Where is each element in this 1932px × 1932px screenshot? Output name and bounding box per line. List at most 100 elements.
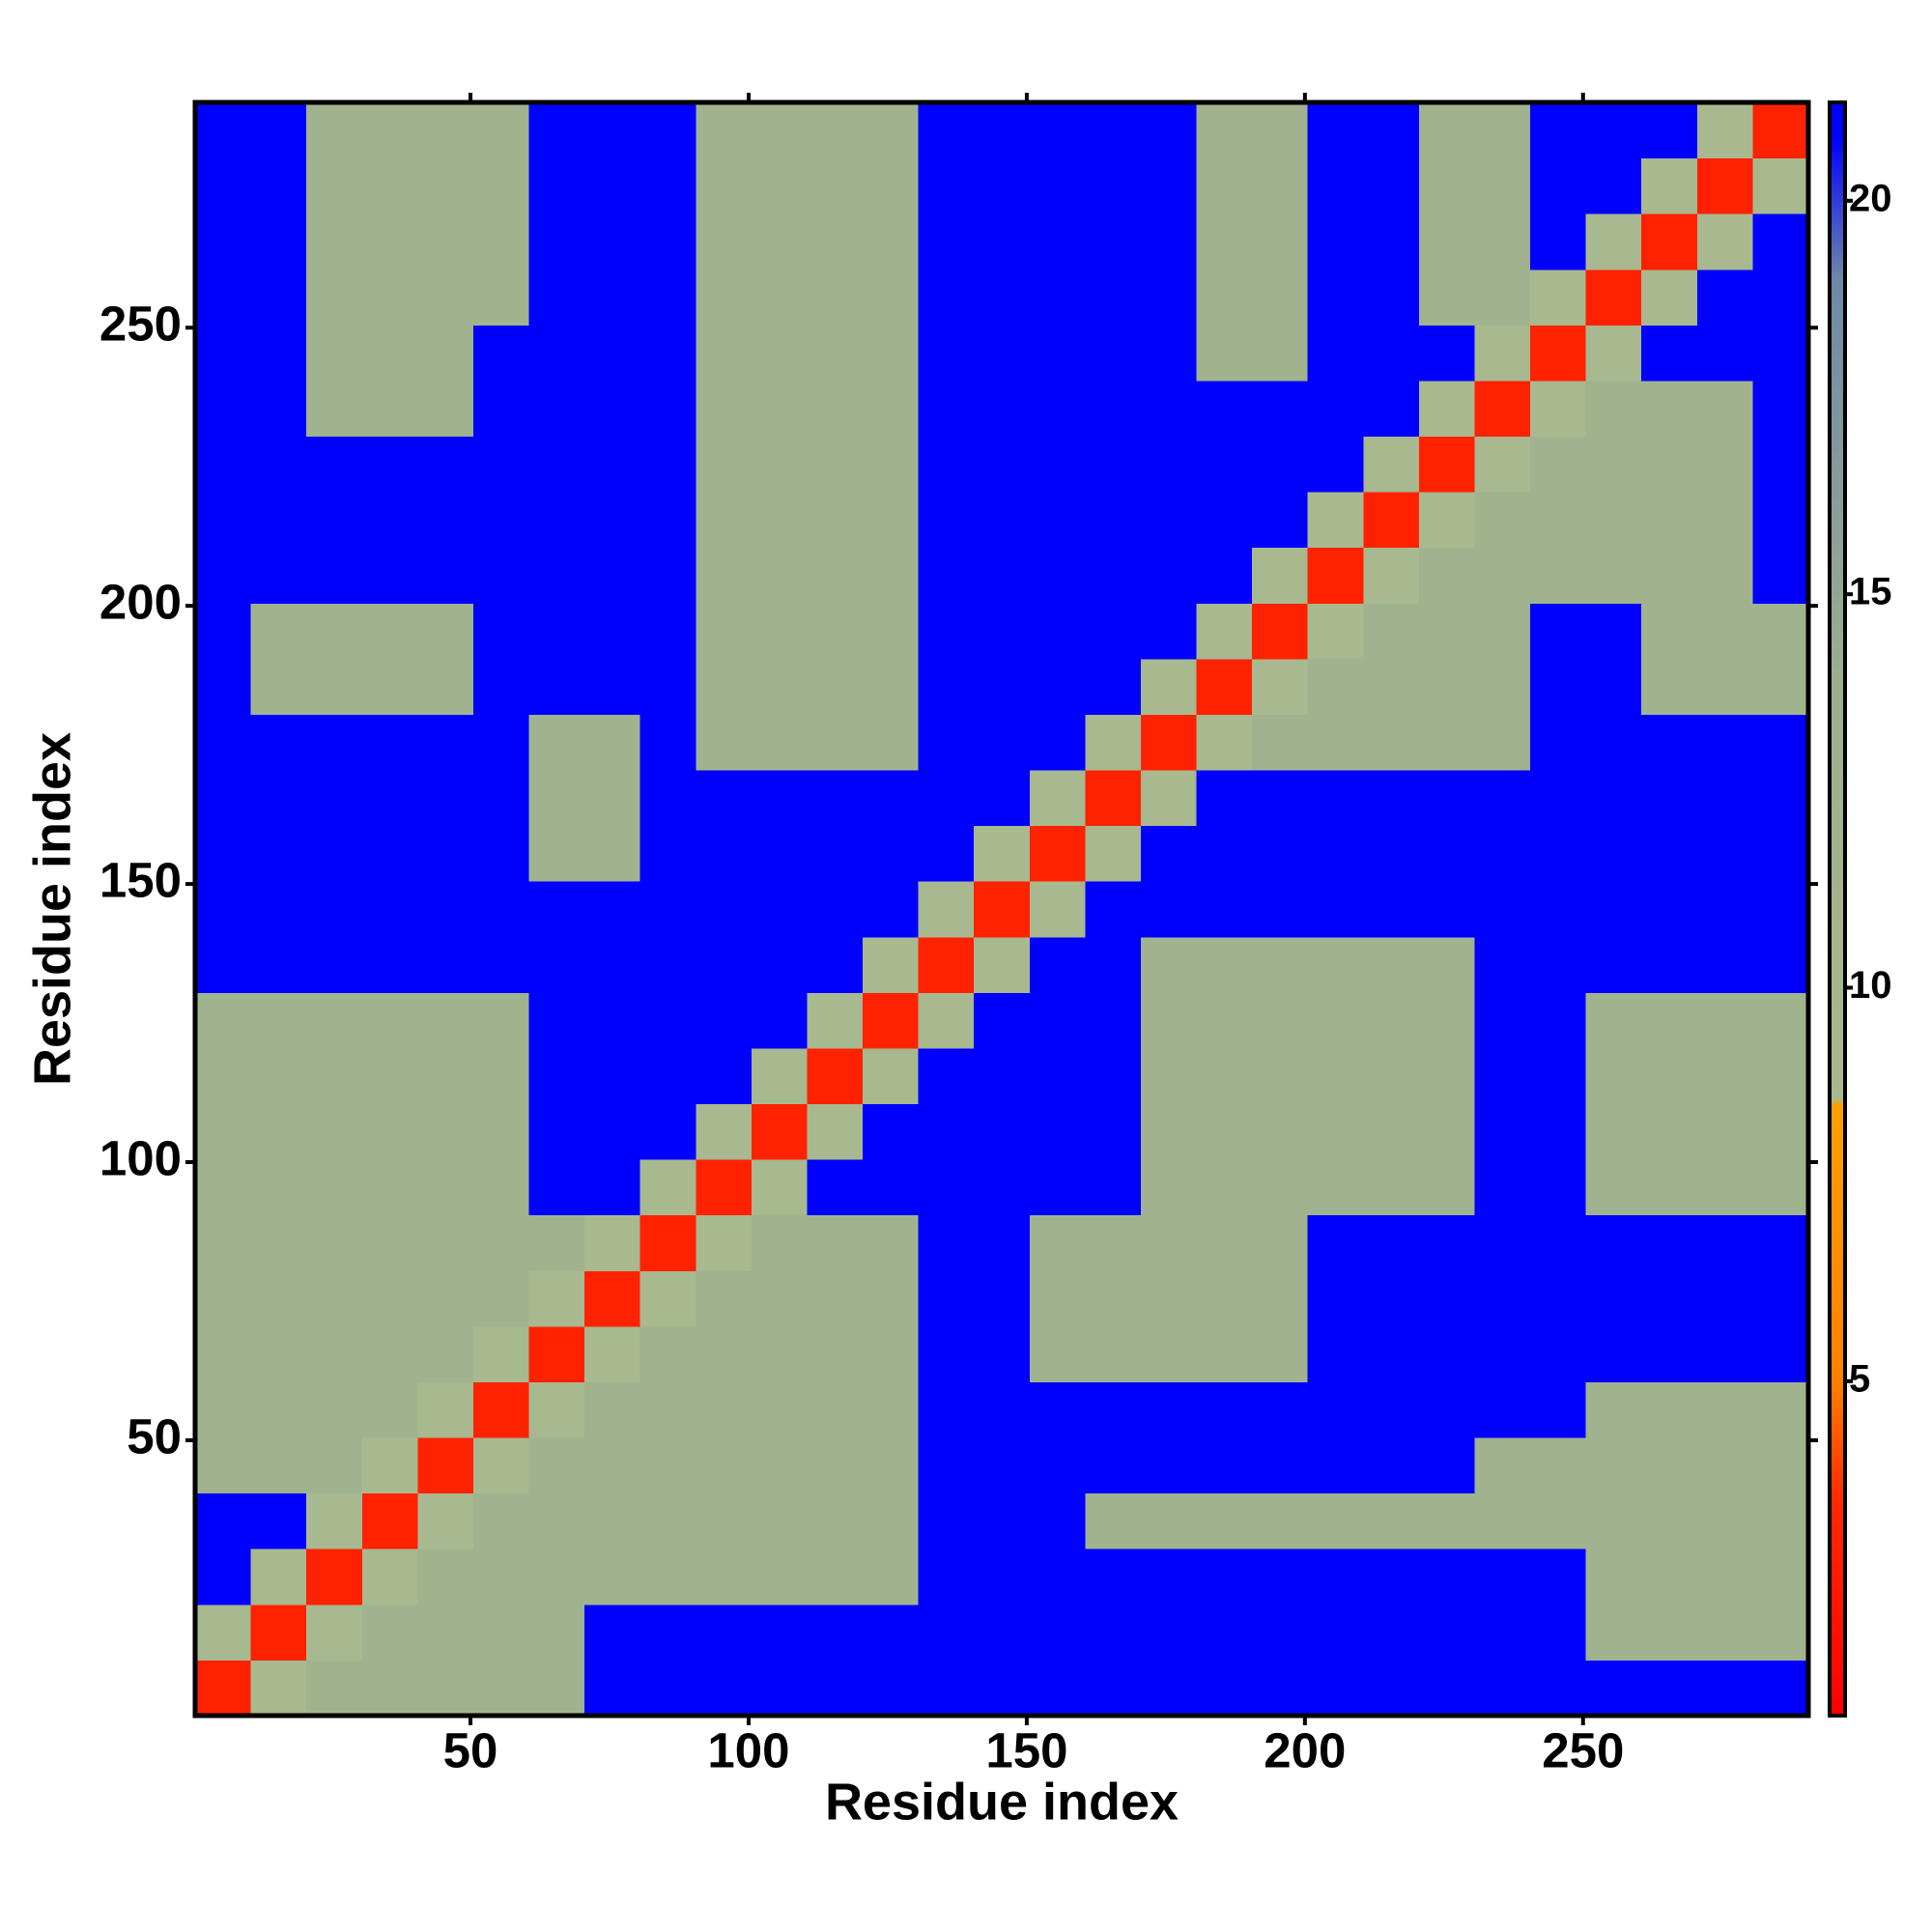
heatmap-cell — [1418, 1325, 1475, 1382]
heatmap-cell — [863, 1492, 920, 1549]
heatmap-cell — [1585, 269, 1642, 326]
heatmap-cell — [807, 157, 864, 214]
heatmap-cell — [584, 157, 641, 214]
heatmap-cell — [863, 269, 920, 326]
heatmap-cell — [1363, 1103, 1420, 1160]
heatmap-cell — [1641, 1437, 1698, 1494]
heatmap-cell — [472, 1159, 530, 1216]
heatmap-cell — [751, 1047, 808, 1105]
heatmap-cell — [306, 992, 363, 1049]
heatmap-cell — [1474, 547, 1531, 604]
y-tick-label: 150 — [99, 853, 182, 908]
heatmap-cell — [807, 881, 864, 938]
heatmap-cell — [1585, 1214, 1642, 1271]
heatmap-cell — [361, 102, 418, 159]
heatmap-cell — [417, 1214, 474, 1271]
heatmap-cell — [472, 936, 530, 993]
heatmap-cell — [1029, 1103, 1086, 1160]
heatmap-cell — [472, 1381, 530, 1438]
heatmap-cell — [1696, 436, 1753, 493]
heatmap-cell — [250, 603, 307, 660]
heatmap-cell — [751, 1270, 808, 1327]
heatmap-cell — [751, 825, 808, 882]
heatmap-cell — [195, 936, 252, 993]
heatmap-cell — [1140, 102, 1198, 159]
heatmap-cell — [863, 1325, 920, 1382]
heatmap-cell — [1029, 1214, 1086, 1271]
heatmap-cell — [1641, 102, 1698, 159]
heatmap-cell — [584, 770, 641, 827]
heatmap-cell — [195, 1270, 252, 1327]
heatmap-cell — [1085, 770, 1142, 827]
heatmap-cell — [1252, 770, 1309, 827]
heatmap-cell — [974, 825, 1031, 882]
heatmap-cell — [1641, 603, 1698, 660]
heatmap-cell — [1474, 492, 1531, 549]
heatmap-cell — [306, 1214, 363, 1271]
heatmap-cell — [1085, 1103, 1142, 1160]
heatmap-cell — [250, 1548, 307, 1605]
heatmap-cell — [974, 1159, 1031, 1216]
heatmap-cell — [918, 1047, 975, 1105]
heatmap-cell — [1196, 881, 1253, 938]
heatmap-cell — [528, 1047, 585, 1105]
heatmap-cell — [1307, 881, 1364, 938]
heatmap-cell — [1252, 1548, 1309, 1605]
colorbar-tick-label: 20 — [1849, 177, 1892, 219]
heatmap-cell — [639, 1437, 696, 1494]
heatmap-cell — [1530, 1604, 1587, 1661]
heatmap-cell — [472, 1103, 530, 1160]
heatmap-cell — [1418, 1047, 1475, 1105]
heatmap-cell — [1196, 936, 1253, 993]
heatmap-cell — [918, 770, 975, 827]
heatmap-cell — [1696, 1103, 1753, 1160]
heatmap-cell — [1530, 157, 1587, 214]
heatmap-cell — [1530, 714, 1587, 771]
heatmap-cell — [584, 1103, 641, 1160]
heatmap-cell — [1641, 1159, 1698, 1216]
heatmap-cell — [1752, 881, 1809, 938]
heatmap-cell — [250, 547, 307, 604]
heatmap-cell — [417, 603, 474, 660]
heatmap-cell — [584, 547, 641, 604]
heatmap-cell — [250, 325, 307, 382]
heatmap-cell — [1252, 547, 1309, 604]
heatmap-cell — [918, 1214, 975, 1271]
heatmap-cell — [751, 658, 808, 715]
heatmap-cell — [1474, 1381, 1531, 1438]
heatmap-cell — [361, 825, 418, 882]
heatmap-cell — [1363, 102, 1420, 159]
heatmap-cell — [974, 936, 1031, 993]
heatmap-cell — [696, 325, 753, 382]
heatmap-cell — [528, 436, 585, 493]
heatmap-cell — [918, 992, 975, 1049]
heatmap-cell — [1474, 380, 1531, 438]
heatmap-cell — [306, 492, 363, 549]
heatmap-cell — [918, 1604, 975, 1661]
heatmap-cell — [1418, 436, 1475, 493]
heatmap-cell — [250, 1103, 307, 1160]
heatmap-cell — [1641, 881, 1698, 938]
heatmap-cell — [1252, 102, 1309, 159]
heatmap-cell — [1252, 380, 1309, 438]
heatmap-cell — [195, 325, 252, 382]
heatmap-cell — [472, 1604, 530, 1661]
heatmap-cell — [195, 1047, 252, 1105]
heatmap-cell — [974, 1604, 1031, 1661]
heatmap-cell — [1418, 1660, 1475, 1717]
heatmap-cell — [863, 1214, 920, 1271]
heatmap-cell — [195, 1660, 252, 1717]
heatmap-cell — [807, 492, 864, 549]
heatmap-cell — [1363, 492, 1420, 549]
heatmap-cell — [195, 881, 252, 938]
heatmap-cell — [1418, 992, 1475, 1049]
heatmap-cell — [1474, 881, 1531, 938]
heatmap-cell — [1252, 436, 1309, 493]
heatmap-cell — [1752, 1381, 1809, 1438]
heatmap-cell — [1641, 1492, 1698, 1549]
heatmap-cell — [1196, 157, 1253, 214]
heatmap-cell — [863, 380, 920, 438]
heatmap-cell — [1696, 1381, 1753, 1438]
heatmap-cell — [1085, 492, 1142, 549]
heatmap-cell — [1085, 936, 1142, 993]
